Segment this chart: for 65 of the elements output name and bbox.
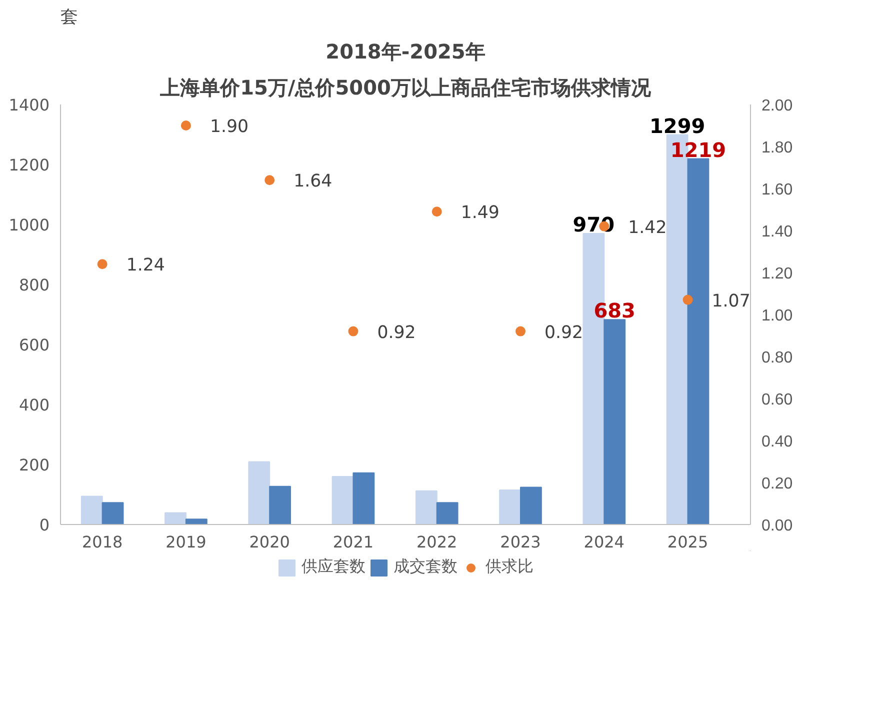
y2-tick-label: 0.20 bbox=[762, 476, 793, 492]
point bbox=[682, 294, 693, 305]
bar bbox=[185, 518, 208, 524]
point bbox=[97, 259, 108, 270]
data-label: 1299 bbox=[649, 114, 706, 138]
bar bbox=[520, 486, 542, 524]
y-tick-label: 400 bbox=[18, 396, 50, 414]
data-label: 1.42 bbox=[628, 218, 667, 238]
y2-tick-label: 1.00 bbox=[762, 308, 793, 324]
point bbox=[432, 206, 442, 217]
y-axis-title: 套 bbox=[60, 8, 78, 28]
y2-tick-label: 1.60 bbox=[762, 182, 793, 198]
x-tick-label: 2018 bbox=[82, 532, 123, 552]
y2-tick-label: 1.80 bbox=[762, 140, 793, 156]
legend-label: 供应套数 bbox=[302, 556, 366, 578]
y2-tick-label: 0.00 bbox=[762, 518, 793, 534]
y-tick-label: 1000 bbox=[8, 216, 50, 234]
y-tick-label: 1200 bbox=[8, 156, 50, 174]
bar bbox=[604, 319, 626, 524]
y2-tick-label: 0.60 bbox=[762, 392, 793, 408]
data-label: 1.24 bbox=[126, 256, 165, 276]
y2-tick-label: 0.40 bbox=[762, 434, 793, 450]
x-tick-label: 2024 bbox=[584, 532, 624, 552]
bar bbox=[436, 502, 458, 524]
bar bbox=[102, 502, 124, 524]
y2-tick-label: 1.40 bbox=[762, 224, 793, 240]
bar bbox=[269, 486, 291, 524]
y-tick-label: 800 bbox=[18, 276, 50, 294]
bar bbox=[332, 476, 354, 524]
x-tick-label: 2019 bbox=[166, 532, 206, 552]
data-label: 1.49 bbox=[460, 203, 500, 224]
data-label: 1219 bbox=[670, 138, 726, 162]
bar bbox=[352, 472, 375, 524]
bar bbox=[687, 158, 710, 524]
x-tick-label: 2022 bbox=[416, 532, 458, 552]
point bbox=[180, 120, 191, 130]
bar bbox=[415, 490, 438, 524]
data-label: 1.64 bbox=[294, 172, 332, 192]
point bbox=[348, 326, 358, 336]
data-label: 0.92 bbox=[377, 322, 416, 343]
point bbox=[264, 175, 275, 186]
y-tick-label: 600 bbox=[18, 336, 50, 354]
y-tick-label: 0 bbox=[39, 516, 50, 534]
data-label: 0.92 bbox=[544, 322, 584, 343]
bar bbox=[164, 512, 186, 524]
data-label: 1.90 bbox=[210, 117, 249, 137]
legend-label: 供求比 bbox=[486, 556, 534, 578]
y2-tick-label: 1.20 bbox=[762, 266, 793, 282]
data-label: 1.07 bbox=[712, 291, 750, 312]
x-tick-label: 2023 bbox=[500, 532, 541, 552]
y-tick-label: 200 bbox=[18, 456, 50, 474]
bar bbox=[248, 461, 270, 524]
x-tick-label: 2021 bbox=[332, 532, 374, 552]
chart-title: 2018年-2025年 bbox=[326, 40, 486, 64]
x-tick-label: 2025 bbox=[667, 532, 708, 552]
bar bbox=[80, 496, 103, 524]
y2-tick-label: 0.80 bbox=[762, 350, 793, 366]
x-tick-label: 2020 bbox=[249, 532, 290, 552]
y2-tick-label: 2.00 bbox=[762, 98, 793, 114]
data-label: 683 bbox=[594, 298, 636, 323]
y-tick-label: 1400 bbox=[8, 96, 50, 114]
bar bbox=[499, 490, 521, 524]
point bbox=[516, 326, 526, 336]
chart-subtitle: 上海单价15万/总价5000万以上商品住宅市场供求情况 bbox=[159, 76, 652, 100]
legend-label: 成交套数 bbox=[394, 556, 458, 578]
